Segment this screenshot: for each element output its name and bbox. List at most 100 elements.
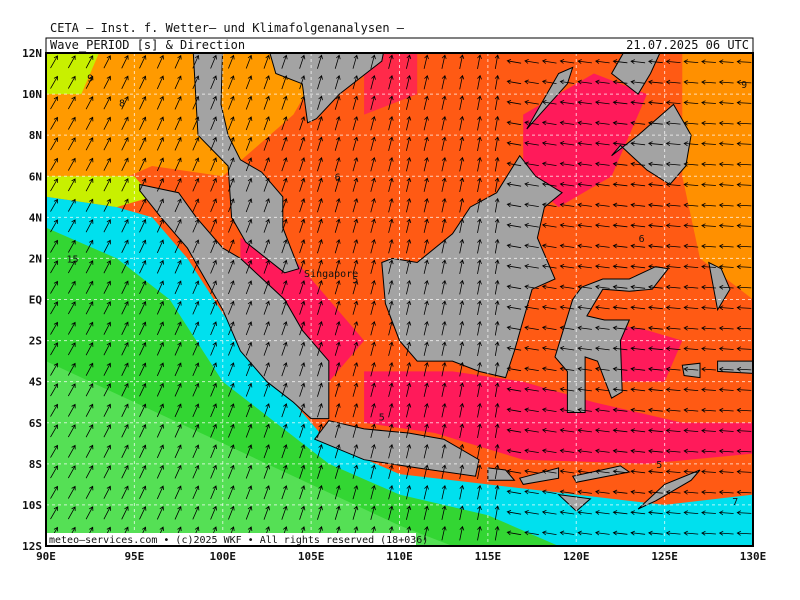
arrow (370, 361, 376, 377)
arrow (630, 141, 646, 147)
arrow (352, 505, 359, 520)
arrow (665, 284, 681, 290)
arrow (423, 505, 429, 520)
arrow (665, 264, 681, 270)
arrow (263, 280, 270, 295)
arrow (701, 407, 716, 413)
arrow (595, 366, 610, 372)
arrow (245, 136, 253, 151)
arrow (388, 443, 394, 459)
arrow (121, 280, 129, 294)
arrow (648, 120, 663, 126)
arrow (370, 115, 376, 131)
arrow (423, 54, 429, 69)
arrow (50, 424, 58, 438)
arrow (317, 403, 323, 418)
arrow (683, 100, 699, 106)
arrow (334, 280, 341, 295)
arrow (541, 182, 557, 187)
arrow (595, 161, 610, 167)
arrow (174, 239, 182, 254)
arrow (50, 239, 58, 253)
land (269, 53, 384, 124)
arrow (406, 464, 412, 479)
arrow (67, 157, 76, 171)
arrow (228, 403, 235, 418)
arrow (559, 305, 575, 310)
arrow (245, 403, 253, 418)
arrow (524, 325, 539, 331)
contour-label: 5 (656, 460, 662, 471)
arrow (506, 387, 522, 392)
arrow (506, 59, 522, 64)
arrow (370, 443, 376, 459)
arrow (156, 444, 164, 459)
arrow (612, 510, 628, 515)
arrow (67, 485, 76, 499)
arrow (577, 161, 592, 167)
arrow (506, 202, 522, 208)
arrow (50, 198, 58, 212)
arrow (334, 259, 341, 274)
arrow (317, 321, 323, 336)
arrow (245, 218, 253, 233)
arrow (85, 424, 94, 438)
arrow (648, 202, 663, 208)
arrow (423, 197, 429, 213)
arrow (595, 510, 610, 515)
arrow (281, 218, 288, 233)
arrow (281, 423, 288, 438)
arrow (630, 182, 646, 188)
arrow (423, 341, 429, 356)
arrow (388, 156, 394, 172)
arrow (701, 182, 716, 188)
arrow (612, 161, 628, 167)
copyright: meteo–services.com • (c)2025 WKF • All r… (49, 535, 428, 546)
arrow (595, 346, 610, 351)
arrow (612, 530, 628, 536)
arrow (121, 54, 129, 69)
arrow (156, 505, 164, 520)
arrow (174, 54, 182, 69)
arrow (736, 387, 752, 393)
arrow (577, 223, 592, 228)
arrow (85, 96, 94, 110)
arrow (441, 197, 447, 213)
arrow (228, 280, 235, 295)
arrow (459, 382, 465, 397)
arrow (612, 489, 628, 495)
arrow (718, 182, 734, 188)
arrow (477, 320, 482, 336)
arrow (85, 137, 94, 151)
arrow (494, 136, 500, 151)
arrow (683, 264, 699, 270)
arrow (736, 510, 752, 516)
field-green2 (46, 361, 453, 546)
arrow (577, 79, 592, 85)
arrow (630, 284, 646, 290)
arrow (494, 525, 500, 541)
field-magenta (364, 371, 753, 464)
arrow (103, 485, 111, 499)
arrow (577, 264, 592, 269)
arrow (406, 484, 412, 500)
arrow (683, 141, 699, 147)
lat-label: 2S (29, 335, 42, 348)
arrow (459, 320, 465, 336)
arrow (210, 259, 217, 274)
arrow (718, 120, 734, 126)
arrow (317, 177, 323, 192)
arrow (121, 403, 129, 417)
arrow (370, 402, 376, 418)
arrow (595, 100, 610, 105)
arrow (85, 444, 94, 458)
arrow (370, 95, 376, 110)
arrow (665, 510, 681, 516)
arrow (494, 279, 500, 295)
arrow (228, 218, 235, 233)
arrow (50, 260, 58, 274)
arrow (648, 366, 663, 372)
arrow (263, 136, 270, 151)
arrow (281, 403, 288, 418)
arrow (718, 161, 734, 167)
